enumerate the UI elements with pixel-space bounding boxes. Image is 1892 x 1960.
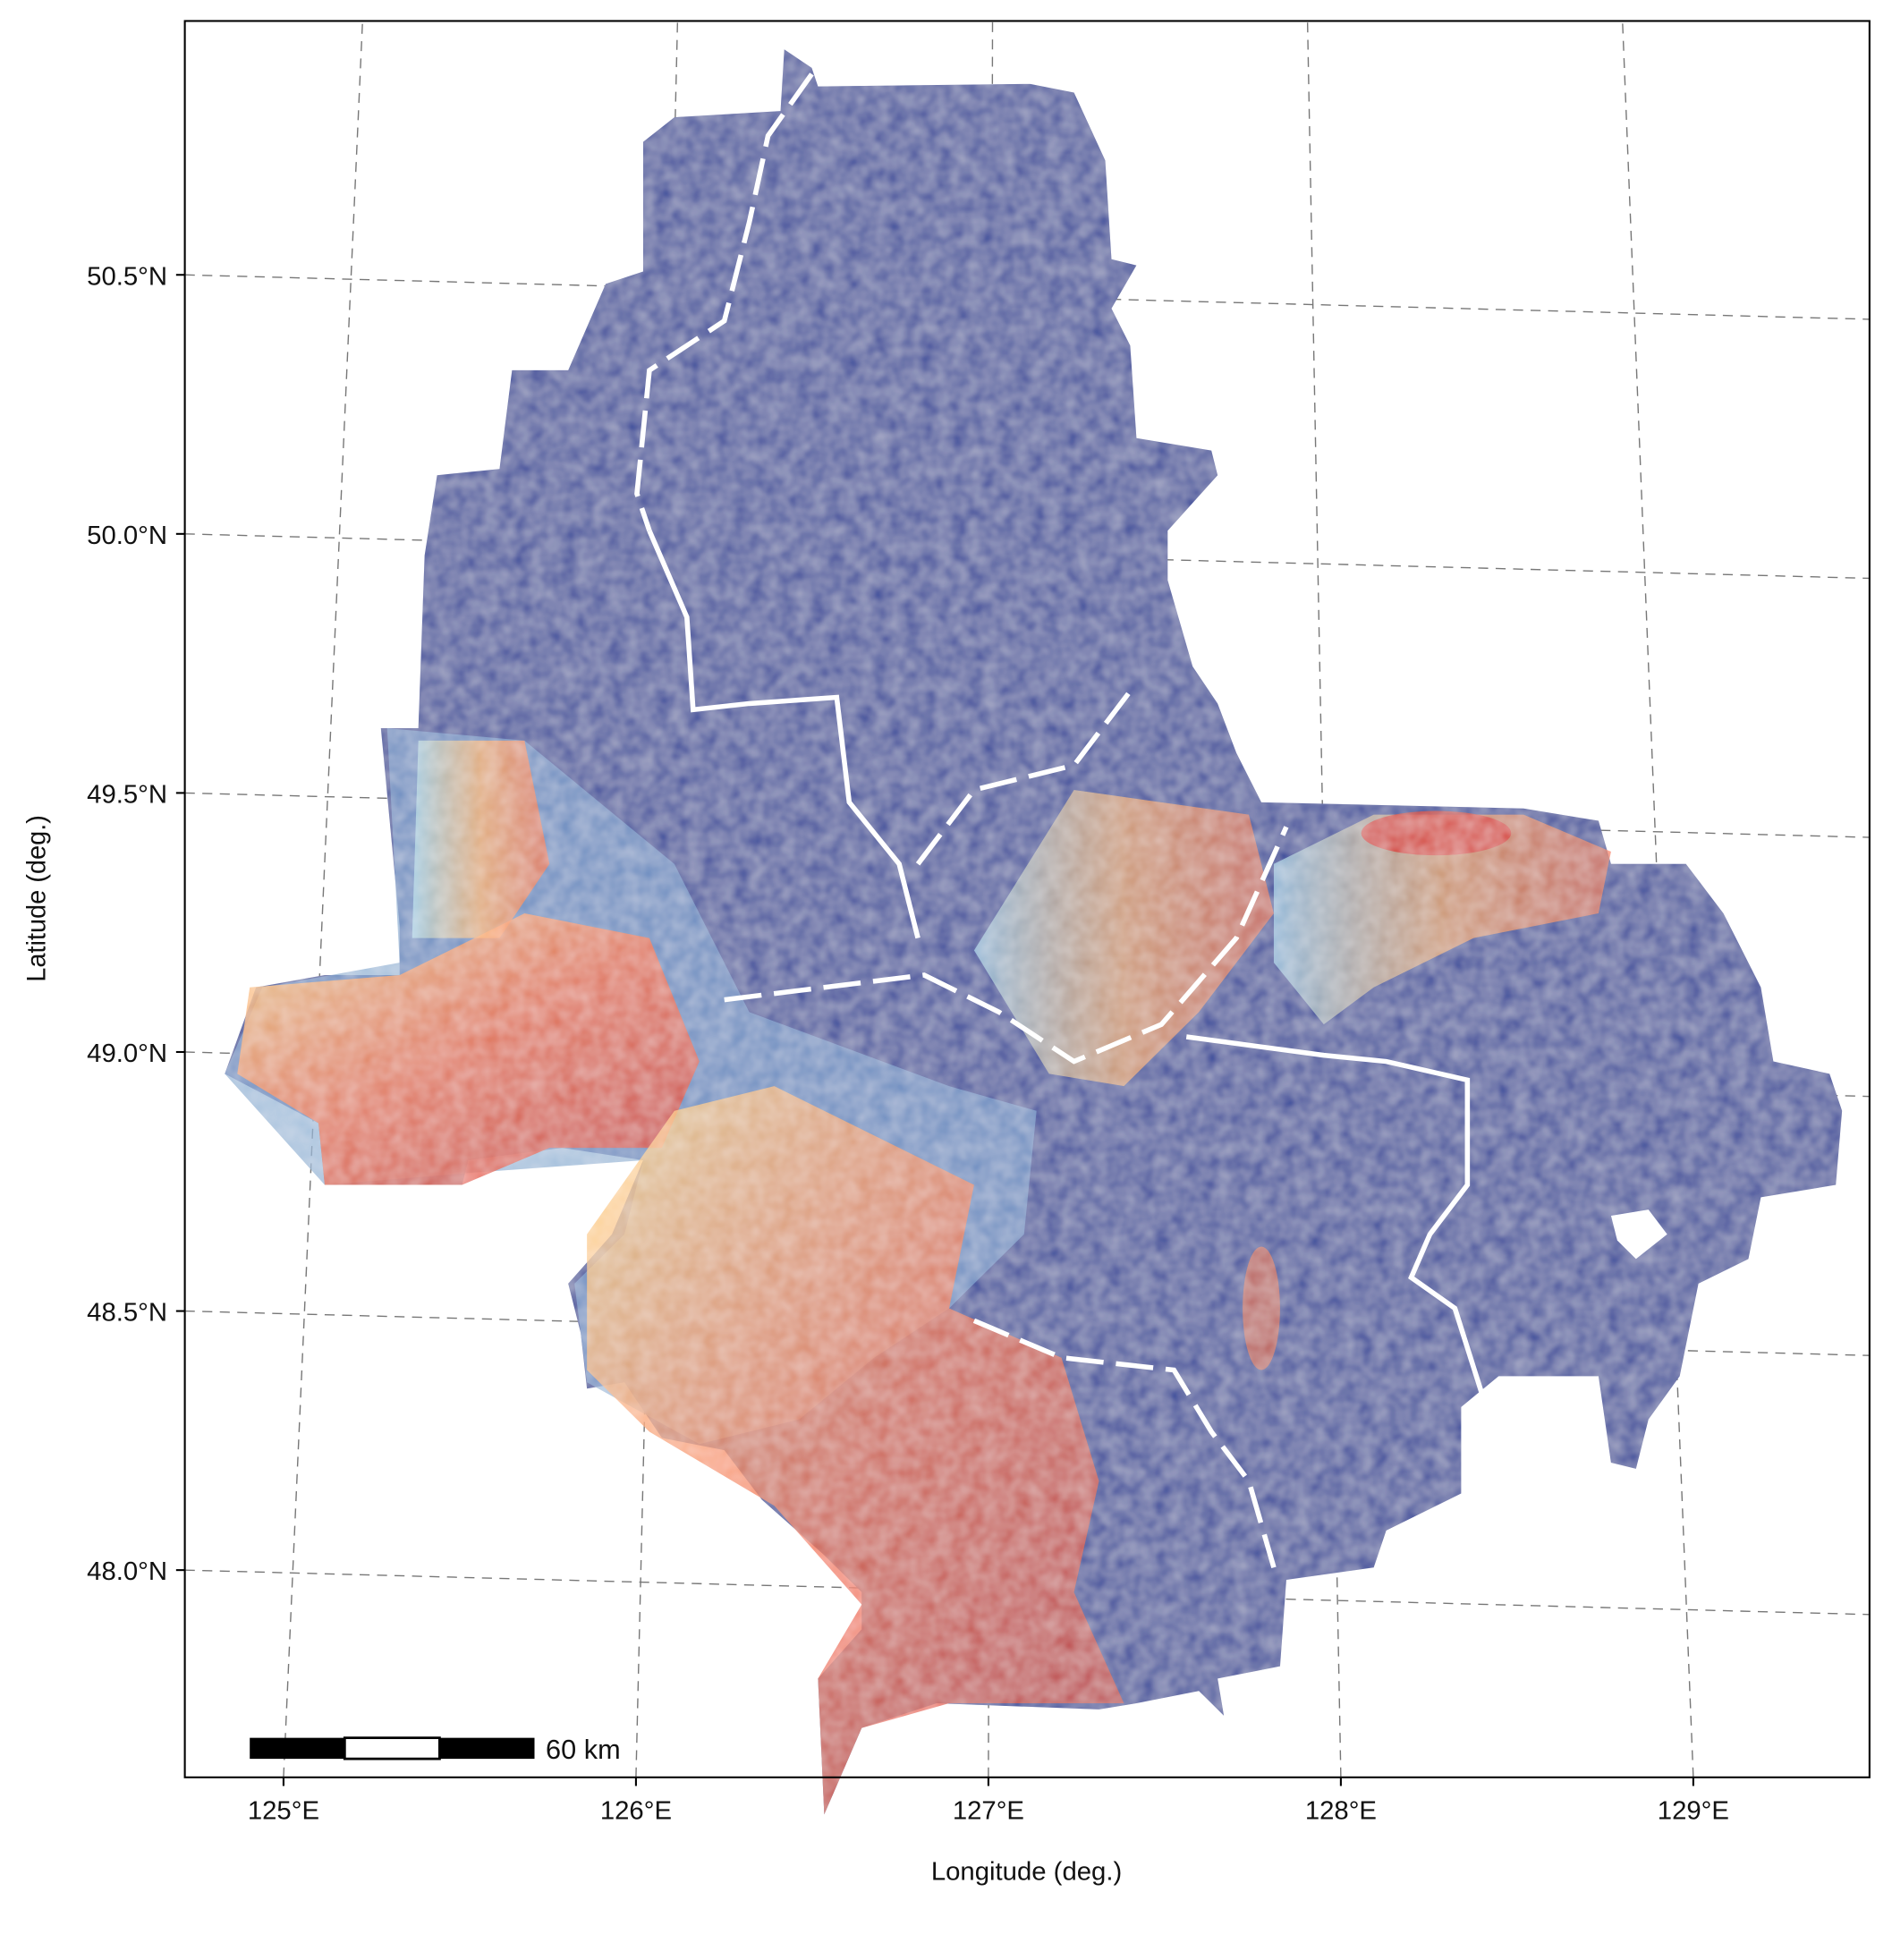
raster-hot-central bbox=[973, 790, 1274, 1087]
y-tick-label: 48.0°N bbox=[87, 1557, 167, 1586]
scale-bar-segment bbox=[439, 1737, 535, 1760]
raster-hot-spot bbox=[1361, 810, 1512, 856]
raster-hot-spot bbox=[1243, 1246, 1280, 1370]
y-tick-label: 50.0°N bbox=[87, 522, 167, 550]
x-tick-label: 128°E bbox=[1305, 1797, 1377, 1826]
raster-gap bbox=[1610, 1209, 1667, 1260]
boundary-solid bbox=[647, 530, 921, 939]
raster-hot-south bbox=[587, 1086, 1124, 1815]
scale-bar: 60 km bbox=[250, 1735, 621, 1765]
y-tick-label: 49.5°N bbox=[87, 781, 167, 810]
y-axis-title: Latitude (deg.) bbox=[22, 815, 51, 982]
raster bbox=[225, 49, 1843, 1815]
admin-boundaries bbox=[634, 72, 1489, 1569]
x-tick-label: 127°E bbox=[953, 1797, 1024, 1826]
plot-frame bbox=[183, 20, 1871, 1778]
y-tick-label: 48.5°N bbox=[87, 1299, 167, 1328]
y-tick-label: 50.5°N bbox=[87, 262, 167, 291]
scale-bar-label: 60 km bbox=[546, 1735, 621, 1765]
x-tick-label: 129°E bbox=[1658, 1797, 1729, 1826]
y-tick-label: 49.0°N bbox=[87, 1039, 167, 1068]
x-tick-label: 126°E bbox=[600, 1797, 672, 1826]
x-tick-label: 125°E bbox=[248, 1797, 319, 1826]
raster-hot-west bbox=[237, 912, 700, 1185]
boundary-dashed bbox=[724, 826, 1289, 1065]
raster-hot-east bbox=[1273, 814, 1611, 1025]
boundary-dashed bbox=[972, 1318, 1277, 1569]
graticule-meridian bbox=[283, 21, 363, 1778]
boundary-solid bbox=[1185, 1034, 1489, 1408]
boundary-dashed bbox=[634, 72, 814, 532]
raster-hot-northwest bbox=[411, 740, 550, 938]
x-axis-title: Longitude (deg.) bbox=[931, 1857, 1122, 1886]
scale-bar-segment bbox=[343, 1736, 441, 1761]
scale-bar-segment bbox=[250, 1737, 345, 1760]
